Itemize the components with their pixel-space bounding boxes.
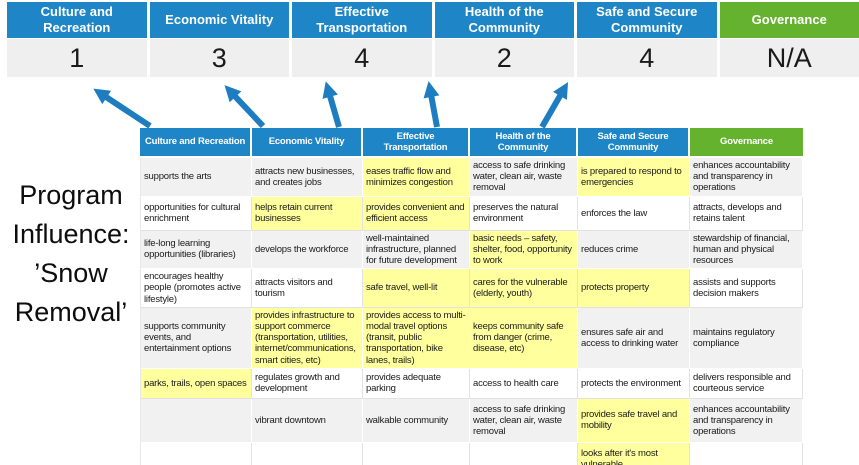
matrix-cell: maintains regulatory compliance (690, 307, 803, 369)
matrix-cell: provides adequate parking (363, 368, 470, 399)
program-influence-label: Program Influence: ’Snow Removal’ (0, 176, 142, 332)
matrix-cell: protects property (578, 269, 690, 308)
category-score: 3 (149, 39, 289, 77)
influence-arrows (93, 81, 569, 129)
matrix-cell: encourages healthy people (promotes acti… (140, 269, 252, 308)
matrix-cell: parks, trails, open spaces (140, 368, 252, 399)
matrix-cell: attracts, develops and retains talent (690, 196, 803, 231)
matrix-cell: provides infrastructure to support comme… (252, 307, 363, 369)
matrix-cell: opportunities for cultural enrichment (140, 196, 252, 231)
category-header: Safe and Secure Community (577, 2, 717, 38)
matrix-cell: provides convenient and efficient access (363, 196, 470, 231)
arrow-up-icon (539, 82, 569, 129)
category-score: 1 (7, 39, 147, 77)
matrix-cell: life-long learning opportunities (librar… (140, 230, 252, 270)
score-summary-strip: Culture and Recreation Economic Vitality E… (7, 2, 859, 77)
matrix-cell: stewardship of financial, human and phys… (690, 230, 803, 270)
matrix-cell: looks after it's most vulnerable (578, 442, 690, 465)
matrix-cell: ensures safe air and access to drinking … (578, 307, 690, 369)
matrix-cell: attracts visitors and tourism (252, 269, 363, 308)
matrix-cell: regulates growth and development (252, 368, 363, 399)
matrix-column-header: Health of the Community (470, 128, 578, 158)
matrix-cell (252, 442, 363, 465)
category-header: Health of the Community (434, 2, 574, 38)
matrix-cell: supports the arts (140, 158, 252, 197)
matrix-column-header: Governance (690, 128, 803, 158)
matrix-cell: cares for the vulnerable (elderly, youth… (470, 269, 578, 308)
program-label-line: Influence: (12, 219, 130, 249)
matrix-cell: vibrant downtown (252, 398, 363, 443)
matrix-cell: well-maintained infrastructure, planned … (363, 230, 470, 270)
matrix-cell: delivers responsible and courteous servi… (690, 368, 803, 399)
matrix-row: parks, trails, open spaces regulates grow… (140, 368, 803, 399)
matrix-row: supports the arts attracts new businesses… (140, 158, 803, 197)
category-header: Economic Vitality (149, 2, 289, 38)
category-header: Culture and Recreation (7, 2, 147, 38)
matrix-cell: access to safe drinking water, clean air… (470, 158, 578, 197)
matrix-cell: attracts new businesses, and creates job… (252, 158, 363, 197)
matrix-row: supports community events, and entertain… (140, 307, 803, 369)
category-score: 4 (577, 39, 717, 77)
matrix-cell (470, 442, 578, 465)
matrix-cell: basic needs – safety, shelter, food, opp… (470, 230, 578, 270)
category-score: 2 (434, 39, 574, 77)
matrix-cell: is prepared to respond to emergencies (578, 158, 690, 197)
matrix-cell: walkable community (363, 398, 470, 443)
program-label-line: Removal’ (14, 297, 128, 327)
matrix-cell: safe travel, well-lit (363, 269, 470, 308)
category-header: Effective Transportation (292, 2, 432, 38)
arrow-up-icon (423, 81, 440, 128)
arrow-up-icon (322, 81, 342, 128)
matrix-cell: keeps community safe from danger (crime,… (470, 307, 578, 369)
matrix-row: looks after it's most vulnerable (140, 442, 803, 465)
matrix-row: life-long learning opportunities (librar… (140, 230, 803, 270)
matrix-cell: protects the environment (578, 368, 690, 399)
matrix-cell: provides safe travel and mobility (578, 398, 690, 443)
matrix-row: opportunities for cultural enrichment hel… (140, 196, 803, 231)
matrix-cell: helps retain current businesses (252, 196, 363, 231)
influence-matrix: Culture and Recreation Economic Vitality E… (140, 128, 803, 465)
matrix-cell: reduces crime (578, 230, 690, 270)
matrix-cell: assists and supports decision makers (690, 269, 803, 308)
matrix-cell: develops the workforce (252, 230, 363, 270)
arrow-up-icon (224, 85, 266, 129)
matrix-column-header: Safe and Secure Community (578, 128, 690, 158)
matrix-cell: enhances accountability and transparency… (690, 158, 803, 197)
arrow-up-icon (93, 88, 152, 129)
matrix-row: encourages healthy people (promotes acti… (140, 269, 803, 308)
category-score: N/A (719, 39, 859, 77)
matrix-column-header: Effective Transportation (363, 128, 470, 158)
matrix-cell (140, 398, 252, 443)
matrix-header-row: Culture and Recreation Economic Vitality E… (140, 128, 803, 158)
matrix-cell (363, 442, 470, 465)
program-label-line: Program (19, 180, 123, 210)
matrix-column-header: Economic Vitality (252, 128, 363, 158)
matrix-cell (690, 442, 803, 465)
matrix-cell: access to health care (470, 368, 578, 399)
matrix-cell: provides access to multi-modal travel op… (363, 307, 470, 369)
matrix-cell: eases traffic flow and minimizes congest… (363, 158, 470, 197)
matrix-column-header: Culture and Recreation (140, 128, 252, 158)
matrix-cell: enhances accountability and transparency… (690, 398, 803, 443)
category-score: 4 (292, 39, 432, 77)
matrix-row: vibrant downtown walkable community access… (140, 398, 803, 443)
matrix-cell: supports community events, and entertain… (140, 307, 252, 369)
program-label-line: ’Snow (34, 258, 108, 288)
matrix-cell: access to safe drinking water, clean air… (470, 398, 578, 443)
matrix-cell: preserves the natural environment (470, 196, 578, 231)
category-header: Governance (719, 2, 859, 38)
matrix-cell: enforces the law (578, 196, 690, 231)
matrix-cell (140, 442, 252, 465)
